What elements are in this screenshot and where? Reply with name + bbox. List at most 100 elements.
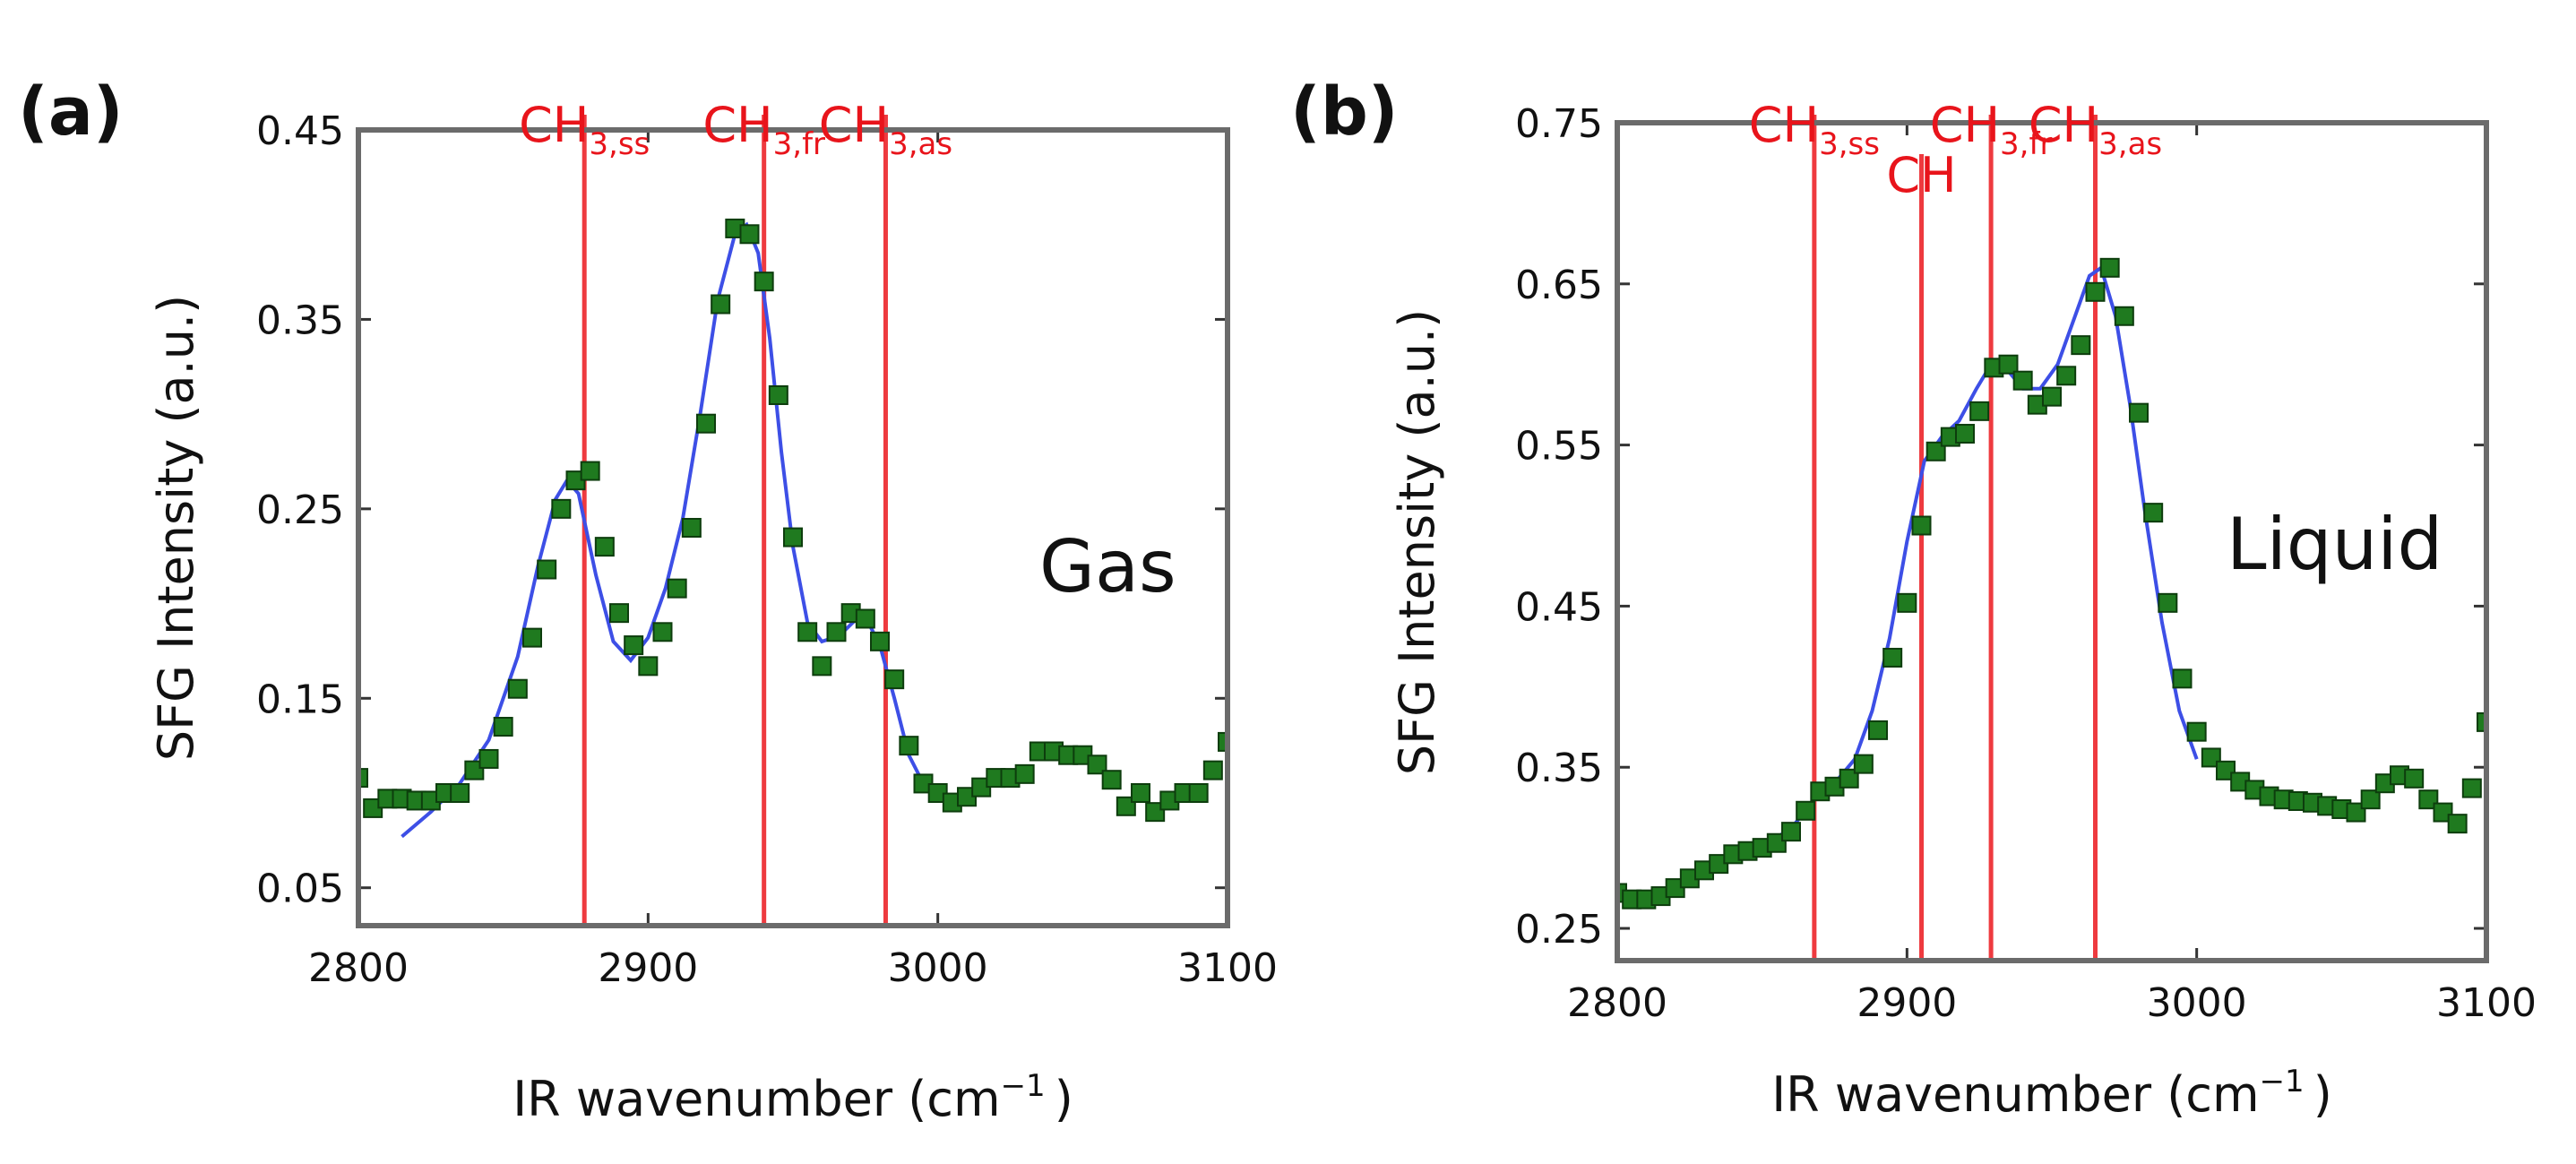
x-tick-label: 2900 xyxy=(598,945,698,991)
panel-b-phase-label: Liquid xyxy=(2227,503,2442,586)
panel-b-data-markers xyxy=(1616,257,2487,910)
x-tick-label: 2800 xyxy=(308,945,409,991)
y-tick-label: 0.15 xyxy=(256,677,344,722)
panel-a-x-axis-label: IR wavenumber (cm−1) xyxy=(513,1068,1073,1127)
data-point xyxy=(855,608,875,629)
data-point xyxy=(1202,760,1223,780)
panel-b-peak-lines xyxy=(1812,115,2098,961)
data-point xyxy=(783,527,803,548)
y-tick-label: 0.55 xyxy=(1515,424,1603,470)
data-point xyxy=(2158,592,2178,613)
data-point xyxy=(580,461,600,481)
panel-b-xlabel-main: IR wavenumber (cm xyxy=(1771,1066,2259,1123)
data-point xyxy=(594,537,615,557)
peak-label: CH xyxy=(1886,147,1956,203)
data-point xyxy=(739,224,760,245)
data-point xyxy=(1781,822,1801,842)
data-point xyxy=(2071,335,2091,356)
panel-a-xlabel-sup: −1 xyxy=(1001,1068,1046,1104)
data-point xyxy=(2042,386,2062,407)
y-tick-label: 0.65 xyxy=(1515,263,1603,308)
panel-b-x-axis-label: IR wavenumber (cm−1) xyxy=(1771,1064,2332,1123)
peak-label: CH3,fr xyxy=(702,97,825,162)
data-point xyxy=(2129,402,2149,423)
peak-label: CH3,ss xyxy=(519,97,650,162)
data-point xyxy=(2186,721,2207,742)
data-point xyxy=(1087,754,1107,775)
panel-a-data-markers xyxy=(358,218,1228,823)
data-point xyxy=(551,498,572,519)
data-point xyxy=(1101,770,1122,790)
panel-b-xlabel-sup: −1 xyxy=(2260,1064,2305,1099)
data-point xyxy=(2404,768,2425,789)
panel-a-label: (a) xyxy=(18,73,124,151)
panel-b: (b) 0.25 0.35 0.45 0.55 0.65 0.75 2800 2900 3000… xyxy=(1290,73,2537,1123)
panel-a-y-axis-label: SFG Intensity (a.u.) xyxy=(148,295,204,761)
y-tick-label: 0.25 xyxy=(1515,907,1603,953)
data-point xyxy=(638,656,659,677)
data-point xyxy=(2114,306,2134,326)
data-point xyxy=(2056,366,2077,386)
data-point xyxy=(2012,370,2033,391)
data-point xyxy=(2346,802,2366,823)
data-point xyxy=(522,627,542,648)
y-tick-label: 0.25 xyxy=(256,487,344,533)
peak-label: CH3,fr xyxy=(1930,97,2053,162)
panel-b-xlabel-close: ) xyxy=(2313,1066,2332,1123)
data-point xyxy=(652,622,673,642)
data-point xyxy=(870,631,890,651)
peak-label: CH3,as xyxy=(2029,97,2162,162)
data-point xyxy=(1853,754,1874,774)
data-point xyxy=(681,518,702,538)
panel-a-xlabel-main: IR wavenumber (cm xyxy=(513,1071,1000,1127)
peak-label: CH3,as xyxy=(819,97,952,162)
data-point xyxy=(2418,789,2439,810)
data-point xyxy=(493,717,513,737)
y-tick-label: 0.75 xyxy=(1515,101,1603,147)
x-tick-label: 2800 xyxy=(1567,980,1667,1026)
x-tick-label: 3100 xyxy=(1177,945,1278,991)
data-point xyxy=(1145,802,1166,823)
panel-b-plot-frame xyxy=(1615,120,2489,963)
data-point xyxy=(1955,424,1975,444)
data-point xyxy=(1014,763,1035,784)
panel-b-label: (b) xyxy=(1290,73,1399,151)
data-point xyxy=(667,578,687,599)
x-tick-label: 3100 xyxy=(2436,980,2537,1026)
data-point xyxy=(1131,783,1150,803)
data-point xyxy=(1796,800,1816,821)
data-point xyxy=(2216,760,2236,780)
data-point xyxy=(537,559,557,580)
data-point xyxy=(2433,802,2453,823)
data-point xyxy=(899,736,919,756)
panel-b-tick-labels: 0.25 0.35 0.45 0.55 0.65 0.75 2800 2900 3000 3100 xyxy=(1515,101,2537,1026)
data-point xyxy=(754,272,774,292)
panel-b-fit-line xyxy=(1616,264,2199,901)
data-point xyxy=(1911,515,1932,536)
y-tick-label: 0.45 xyxy=(1515,584,1603,630)
x-tick-label: 2900 xyxy=(1857,980,1957,1026)
data-point xyxy=(450,783,470,803)
data-point xyxy=(507,678,528,699)
data-point xyxy=(2172,668,2193,689)
peak-label: CH3,ss xyxy=(1749,97,1880,162)
data-point xyxy=(2099,257,2120,278)
data-point xyxy=(826,622,847,642)
data-point xyxy=(2447,814,2468,834)
data-point xyxy=(478,748,499,769)
data-point xyxy=(711,294,731,315)
data-point xyxy=(1116,796,1136,816)
data-point xyxy=(2143,503,2164,523)
data-point xyxy=(1882,647,1903,668)
data-point xyxy=(2360,789,2381,810)
data-point xyxy=(1766,832,1787,853)
y-tick-label: 0.35 xyxy=(256,297,344,343)
data-point xyxy=(2085,281,2106,302)
y-tick-label: 0.05 xyxy=(256,867,344,912)
panel-a-plot-frame xyxy=(356,127,1230,928)
data-point xyxy=(797,622,818,642)
x-tick-label: 3000 xyxy=(888,945,988,991)
